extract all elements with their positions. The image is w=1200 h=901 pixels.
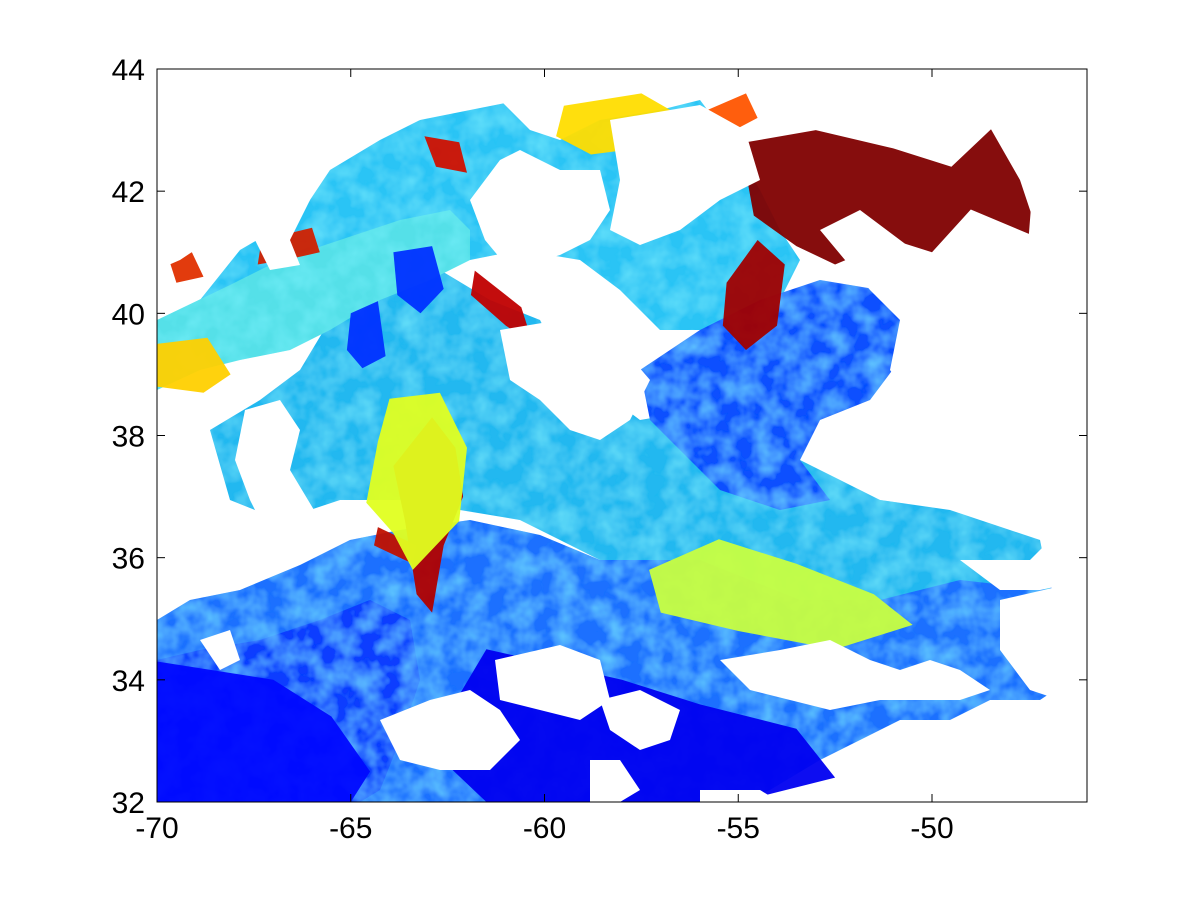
map-plot-area	[157, 69, 1087, 802]
missing-data-region	[1040, 69, 1087, 110]
light-cyan-band	[157, 210, 470, 390]
feature-low-18	[157, 661, 371, 802]
y-tick-label: 44	[112, 54, 145, 87]
missing-data-region	[820, 210, 1087, 520]
x-axis: -70 -65 -60 -55 -50	[135, 69, 954, 845]
y-tick-label: 36	[112, 543, 145, 576]
missing-data-region	[980, 100, 1087, 250]
feature-low-15	[393, 246, 444, 314]
cyan-central-region	[210, 270, 1050, 600]
y-axis: 32 34 36 38 40 42 44	[112, 54, 1087, 820]
missing-data-region	[200, 630, 240, 670]
feature-moderate-13	[157, 337, 231, 393]
missing-data-region	[700, 790, 780, 802]
x-tick-label: -60	[523, 812, 566, 845]
missing-data-region	[235, 400, 320, 560]
y-tick-label: 42	[112, 176, 145, 209]
missing-data-region	[600, 690, 680, 750]
y-tick-label: 38	[112, 421, 145, 454]
x-tick-label: -50	[910, 812, 953, 845]
feature-high-2	[722, 240, 785, 350]
missing-data-region	[380, 690, 520, 770]
missing-data-region	[720, 640, 990, 710]
blue-east-region	[640, 280, 910, 510]
missing-data-region	[495, 645, 610, 720]
feature-very-high-0	[746, 111, 1037, 265]
missing-data-region	[760, 69, 1087, 115]
feature-high-6	[470, 270, 533, 344]
feature-moderate-12	[366, 392, 467, 570]
missing-data-region	[860, 760, 950, 802]
missing-data-region	[940, 580, 1087, 802]
y-tick-label: 40	[112, 298, 145, 331]
feature-moderate-14	[649, 539, 913, 650]
x-tick-label: -55	[717, 812, 760, 845]
x-tick-label: -65	[329, 812, 372, 845]
missing-data-region	[470, 150, 610, 270]
missing-data-region	[157, 69, 520, 270]
y-tick-label: 34	[112, 665, 145, 698]
y-tick-label: 32	[112, 787, 145, 820]
missing-data-region	[500, 320, 650, 440]
feature-low-16	[346, 301, 386, 369]
x-tick-label: -70	[135, 812, 178, 845]
missing-data-region	[610, 105, 760, 245]
missing-data-region	[960, 530, 1087, 590]
missing-data-region	[590, 760, 640, 802]
missing-data-mask	[157, 69, 1087, 802]
missing-data-region	[255, 175, 310, 270]
feature-high-5	[424, 136, 467, 173]
